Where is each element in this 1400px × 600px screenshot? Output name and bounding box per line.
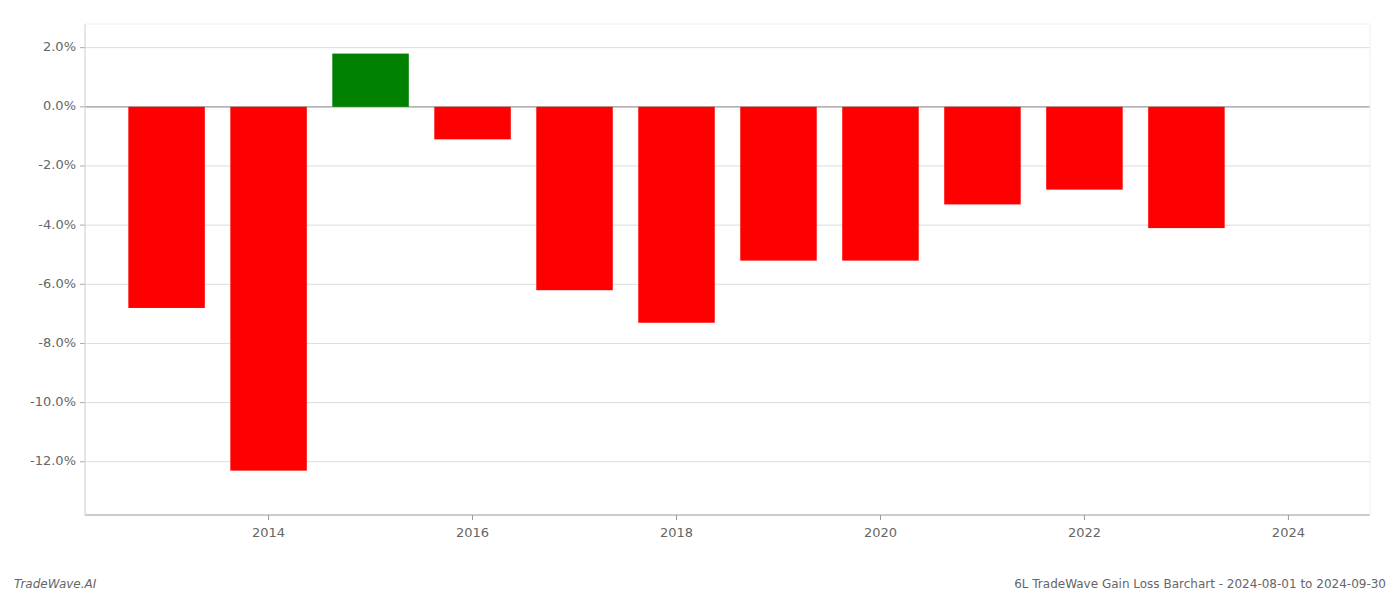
footer-right: 6L TradeWave Gain Loss Barchart - 2024-0… (1014, 577, 1386, 591)
x-tick-label: 2014 (252, 525, 285, 540)
bar (638, 107, 714, 323)
x-tick (1288, 515, 1289, 520)
y-tick-label: -6.0% (38, 276, 76, 291)
bar (944, 107, 1020, 205)
x-axis-line (85, 514, 1370, 515)
y-tick-label: -2.0% (38, 157, 76, 172)
x-tick (1084, 515, 1085, 520)
x-tick-label: 2022 (1068, 525, 1101, 540)
y-tick (80, 47, 85, 48)
x-tick-label: 2018 (660, 525, 693, 540)
x-tick-labels: 2014 2016 2018 2020 2022 2024 (252, 515, 1305, 540)
bars (128, 54, 1224, 471)
y-tick-label: -4.0% (38, 217, 76, 232)
x-tick (268, 515, 269, 520)
y-tick (80, 402, 85, 403)
y-tick-label: 2.0% (43, 39, 76, 54)
frame-top (85, 24, 1370, 25)
y-tick-label: -8.0% (38, 335, 76, 350)
bar (230, 107, 306, 471)
x-tick (472, 515, 473, 520)
bar (434, 107, 510, 140)
y-tick-label: -12.0% (30, 453, 76, 468)
bar (842, 107, 918, 261)
bar (740, 107, 816, 261)
footer-left: TradeWave.AI (14, 577, 97, 591)
y-tick (80, 225, 85, 226)
axes (85, 24, 1370, 515)
bar (332, 54, 408, 107)
y-tick-label: -10.0% (30, 394, 76, 409)
footer: TradeWave.AI 6L TradeWave Gain Loss Barch… (14, 577, 1386, 591)
frame-right (1370, 24, 1371, 515)
y-tick-label: 0.0% (43, 98, 76, 113)
bar (1148, 107, 1224, 228)
y-tick (80, 165, 85, 166)
y-tick (80, 461, 85, 462)
x-tick-label: 2016 (456, 525, 489, 540)
y-tick (80, 284, 85, 285)
x-tick-label: 2024 (1272, 525, 1305, 540)
y-axis-line (85, 24, 86, 515)
bar (536, 107, 612, 290)
bar (1046, 107, 1122, 190)
chart: -12.0% -10.0% -8.0% -6.0% -4.0% -2.0% 0.0% 2.0%… (0, 0, 1400, 600)
y-tick (80, 343, 85, 344)
grid-line (85, 47, 1370, 48)
x-tick (676, 515, 677, 520)
x-tick-label: 2020 (864, 525, 897, 540)
y-tick-labels: -12.0% -10.0% -8.0% -6.0% -4.0% -2.0% 0.0% 2.0% (30, 39, 85, 468)
y-tick (80, 106, 85, 107)
x-tick (880, 515, 881, 520)
bar (128, 107, 204, 308)
